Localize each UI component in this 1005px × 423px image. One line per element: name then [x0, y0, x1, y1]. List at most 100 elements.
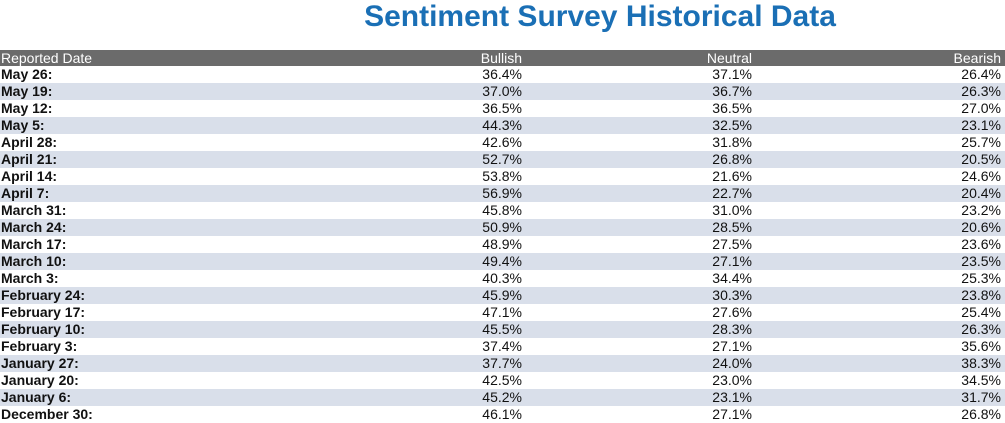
row-neutral: 22.7%	[712, 185, 752, 201]
row-bullish: 47.1%	[482, 304, 522, 320]
row-neutral: 36.7%	[712, 83, 752, 99]
row-bullish: 52.7%	[482, 151, 522, 167]
column-header-date: Reported Date	[1, 50, 93, 66]
row-bearish: 23.6%	[961, 236, 1001, 252]
row-date: December 30:	[1, 406, 93, 422]
table-row: January 27: 37.7% 24.0% 38.3%	[0, 355, 1005, 372]
row-neutral: 36.5%	[712, 100, 752, 116]
row-neutral: 27.1%	[712, 338, 752, 354]
page-title: Sentiment Survey Historical Data	[364, 0, 836, 33]
row-date: February 10:	[1, 321, 86, 337]
column-header-neutral: Neutral	[706, 50, 752, 66]
row-bearish: 25.4%	[961, 304, 1001, 320]
row-bearish: 23.2%	[961, 202, 1001, 218]
row-bearish: 20.5%	[961, 151, 1001, 167]
table-row: February 3: 37.4% 27.1% 35.6%	[0, 338, 1005, 355]
row-bearish: 23.1%	[961, 117, 1001, 133]
row-date: March 24:	[1, 219, 67, 235]
row-bearish: 35.6%	[961, 338, 1001, 354]
row-neutral: 31.8%	[712, 134, 752, 150]
row-neutral: 26.8%	[712, 151, 752, 167]
table-row: May 12: 36.5% 36.5% 27.0%	[0, 100, 1005, 117]
row-bullish: 40.3%	[482, 270, 522, 286]
row-bullish: 42.6%	[482, 134, 522, 150]
row-neutral: 23.0%	[712, 372, 752, 388]
table-row: May 26: 36.4% 37.1% 26.4%	[0, 66, 1005, 83]
row-date: March 31:	[1, 202, 67, 218]
row-bullish: 56.9%	[482, 185, 522, 201]
row-date: February 24:	[1, 287, 86, 303]
row-neutral: 34.4%	[712, 270, 752, 286]
header-row: Reported Date Bullish Neutral Bearish	[0, 50, 1005, 66]
row-date: April 28:	[1, 134, 58, 150]
row-bearish: 26.4%	[961, 66, 1001, 82]
row-date: April 14:	[1, 168, 58, 184]
row-bearish: 25.7%	[961, 134, 1001, 150]
row-bearish: 26.3%	[961, 321, 1001, 337]
table-row: March 10: 49.4% 27.1% 23.5%	[0, 253, 1005, 270]
row-bullish: 37.7%	[482, 355, 522, 371]
row-bullish: 48.9%	[482, 236, 522, 252]
row-date: February 3:	[1, 338, 78, 354]
table-row: February 24: 45.9% 30.3% 23.8%	[0, 287, 1005, 304]
column-header-bearish: Bearish	[953, 50, 1001, 66]
row-bullish: 53.8%	[482, 168, 522, 184]
table-row: December 30: 46.1% 27.1% 26.8%	[0, 406, 1005, 423]
row-date: March 17:	[1, 236, 67, 252]
table-row: January 20: 42.5% 23.0% 34.5%	[0, 372, 1005, 389]
row-bearish: 20.4%	[961, 185, 1001, 201]
row-date: May 19:	[1, 83, 53, 99]
row-bullish: 36.4%	[482, 66, 522, 82]
table-row: May 19: 37.0% 36.7% 26.3%	[0, 83, 1005, 100]
row-neutral: 27.1%	[712, 253, 752, 269]
table-header: Reported Date Bullish Neutral Bearish	[0, 50, 1005, 66]
row-bearish: 25.3%	[961, 270, 1001, 286]
row-bullish: 50.9%	[482, 219, 522, 235]
row-bearish: 20.6%	[961, 219, 1001, 235]
row-date: April 21:	[1, 151, 58, 167]
sentiment-table: Reported Date Bullish Neutral Bearish Ma…	[0, 50, 1005, 423]
row-bullish: 42.5%	[482, 372, 522, 388]
table-row: February 10: 45.5% 28.3% 26.3%	[0, 321, 1005, 338]
row-bullish: 44.3%	[482, 117, 522, 133]
table-body: May 26: 36.4% 37.1% 26.4% May 19: 37.0% 36.7% 2…	[0, 66, 1005, 423]
row-date: May 12:	[1, 100, 53, 116]
table-row: May 5: 44.3% 32.5% 23.1%	[0, 117, 1005, 134]
row-date: April 7:	[1, 185, 50, 201]
table-row: April 28: 42.6% 31.8% 25.7%	[0, 134, 1005, 151]
row-neutral: 30.3%	[712, 287, 752, 303]
row-bullish: 36.5%	[482, 100, 522, 116]
row-neutral: 21.6%	[712, 168, 752, 184]
row-date: January 6:	[1, 389, 72, 405]
row-bullish: 45.2%	[482, 389, 522, 405]
row-bullish: 37.4%	[482, 338, 522, 354]
row-bullish: 45.5%	[482, 321, 522, 337]
row-neutral: 23.1%	[712, 389, 752, 405]
row-neutral: 27.1%	[712, 406, 752, 422]
title-container: Sentiment Survey Historical Data	[0, 0, 1005, 38]
table-row: April 21: 52.7% 26.8% 20.5%	[0, 151, 1005, 168]
row-neutral: 24.0%	[712, 355, 752, 371]
column-header-bullish: Bullish	[480, 50, 522, 66]
row-bearish: 27.0%	[961, 100, 1001, 116]
row-bullish: 37.0%	[482, 83, 522, 99]
row-bearish: 34.5%	[961, 372, 1001, 388]
row-date: May 5:	[1, 117, 45, 133]
table-row: April 7: 56.9% 22.7% 20.4%	[0, 185, 1005, 202]
row-date: March 10:	[1, 253, 67, 269]
row-bearish: 23.5%	[961, 253, 1001, 269]
row-neutral: 37.1%	[712, 66, 752, 82]
table-row: January 6: 45.2% 23.1% 31.7%	[0, 389, 1005, 406]
row-bearish: 26.3%	[961, 83, 1001, 99]
row-bearish: 38.3%	[961, 355, 1001, 371]
row-bearish: 31.7%	[961, 389, 1001, 405]
row-neutral: 28.3%	[712, 321, 752, 337]
row-neutral: 27.5%	[712, 236, 752, 252]
table-row: March 17: 48.9% 27.5% 23.6%	[0, 236, 1005, 253]
row-bullish: 49.4%	[482, 253, 522, 269]
row-bearish: 23.8%	[961, 287, 1001, 303]
table-row: March 3: 40.3% 34.4% 25.3%	[0, 270, 1005, 287]
row-bullish: 45.8%	[482, 202, 522, 218]
row-date: February 17:	[1, 304, 86, 320]
